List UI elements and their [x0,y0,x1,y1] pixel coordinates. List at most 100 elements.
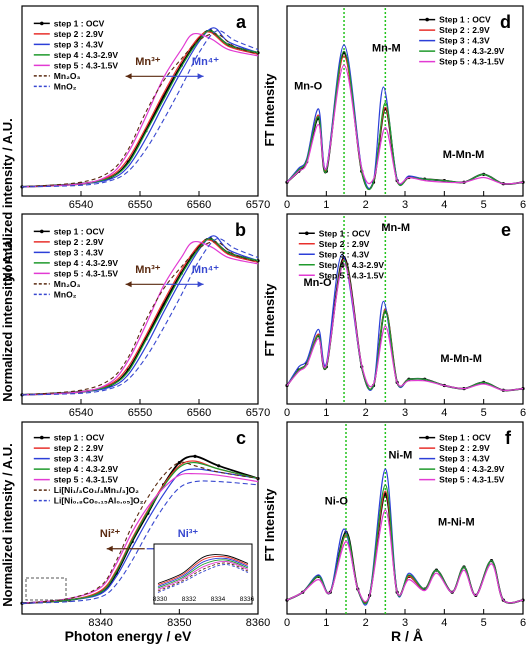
inset-tick-label: 8332 [182,596,197,603]
right-ylabel-d: FT Intensity [262,73,277,147]
inset-series-line [157,557,249,587]
x-tick-label: 6540 [69,199,93,211]
arrow-head-left [106,545,113,552]
inset-series-line [157,564,249,593]
series-line [21,461,259,604]
annotation-label: Ni-O [325,496,349,508]
x-tick-label: 3 [402,199,408,211]
series-line [21,32,259,188]
x-tick-label: 5 [481,199,487,211]
legend-label: Step 3 : 4.3V [439,454,490,464]
panel-letter: a [236,12,247,32]
left-ylabel-3: Normalized intensity / A.U. [0,443,15,607]
series-point [193,454,197,458]
inset-series-line [157,560,249,590]
x-tick-label: 8340 [88,617,112,629]
series-line [21,31,259,188]
x-tick-label: 6560 [187,199,211,211]
legend-label: step 4 : 4.3-2.9V [54,50,119,60]
legend-label: Step 1 : OCV [319,228,371,238]
inset-region-box [25,577,67,601]
panel-frame [286,5,524,197]
legend-label: step 5 : 4.3-1.5V [54,60,119,70]
legend-label: MnO₂ [54,81,77,91]
legend-label: Step 1 : OCV [439,15,491,25]
x-tick-label: 3 [402,617,408,629]
series-point [217,464,221,468]
x-tick-label: 0 [284,199,290,211]
x-tick-label: 6 [520,407,526,419]
legend-label: Step 2 : 2.9V [439,25,490,35]
series-line [21,33,259,188]
legend-label: step 1 : OCV [54,433,105,443]
legend-marker [425,17,429,22]
series-line [21,480,259,604]
x-tick-label: 2 [363,199,369,211]
series-line [286,509,524,604]
x-tick-label: 1 [323,617,329,629]
series-line [21,235,259,396]
legend-label: step 1 : OCV [54,18,105,28]
series-point [383,492,387,496]
legend-label: step 5 : 4.3-1.5V [54,475,119,485]
legend-label: step 4 : 4.3-2.9V [54,464,119,474]
annotation-label: Mn⁴⁺ [192,56,219,68]
panel-letter: f [505,428,512,448]
annotation-label: Ni-M [388,449,412,461]
annotation-label: Ni²⁺ [100,528,121,540]
x-tick-label: 6 [520,617,526,629]
legend-label: step 3 : 4.3V [54,247,104,257]
right-ylabel-e: FT Intensity [262,283,277,357]
legend-label: step 2 : 2.9V [54,29,104,39]
inset-series-line [157,562,249,592]
x-tick-label: 0 [284,407,290,419]
legend-label: Step 5 : 4.3-1.5V [439,475,505,485]
inset-series-line [157,559,249,589]
annotation-label: M-Ni-M [438,517,475,529]
series-line [21,472,259,604]
annotation-label: M-Mn-M [443,149,485,161]
legend-label: Li[Ni₁/₃Co₁/₃Mn₁/₃]O₂ [54,485,139,495]
right-xlabel: R / Å [391,628,423,644]
legend-label: Step 5 : 4.3-1.5V [319,270,385,280]
left-xlabel: Photon energy / eV [65,628,192,644]
legend-label: Step 2 : 2.9V [439,443,490,453]
series-line [21,27,259,188]
legend-marker [40,435,44,440]
x-tick-label: 6550 [128,199,152,211]
x-tick-label: 8360 [246,617,270,629]
x-tick-label: 2 [363,407,369,419]
legend-label: step 4 : 4.3-2.9V [54,258,119,268]
series-line [21,238,259,396]
legend-label: Step 4 : 4.3-2.9V [439,46,505,56]
series-line [21,461,259,604]
inset-series-line [157,556,249,586]
legend-marker [425,435,429,440]
inset-tick-label: 8336 [240,596,255,603]
panel-frame [286,213,524,405]
arrow-head-left [125,73,132,80]
series-line [21,30,259,188]
x-tick-label: 1 [323,407,329,419]
x-tick-label: 4 [441,199,447,211]
x-tick-label: 8350 [167,617,191,629]
annotation-label: Mn-M [372,43,401,55]
legend-marker [40,229,44,234]
x-tick-label: 1 [323,199,329,211]
left-ylabel-2: Normalized intensity / A.U. [0,238,15,402]
series-point [521,180,525,184]
legend-label: step 2 : 2.9V [54,237,104,247]
inset-series-line [157,554,249,584]
legend-label: Li[Ni₀.₈Co₀.₁₅Al₀.₀₅]O₂ [54,496,144,506]
legend-label: Step 1 : OCV [439,433,491,443]
legend-marker [40,21,44,26]
x-tick-label: 6570 [246,199,270,211]
legend-label: Step 5 : 4.3-1.5V [439,57,505,67]
x-tick-label: 3 [402,407,408,419]
x-tick-label: 6550 [128,407,152,419]
x-tick-label: 2 [363,617,369,629]
annotation-label: Mn³⁺ [135,56,161,68]
inset-tick-label: 8334 [211,596,226,603]
